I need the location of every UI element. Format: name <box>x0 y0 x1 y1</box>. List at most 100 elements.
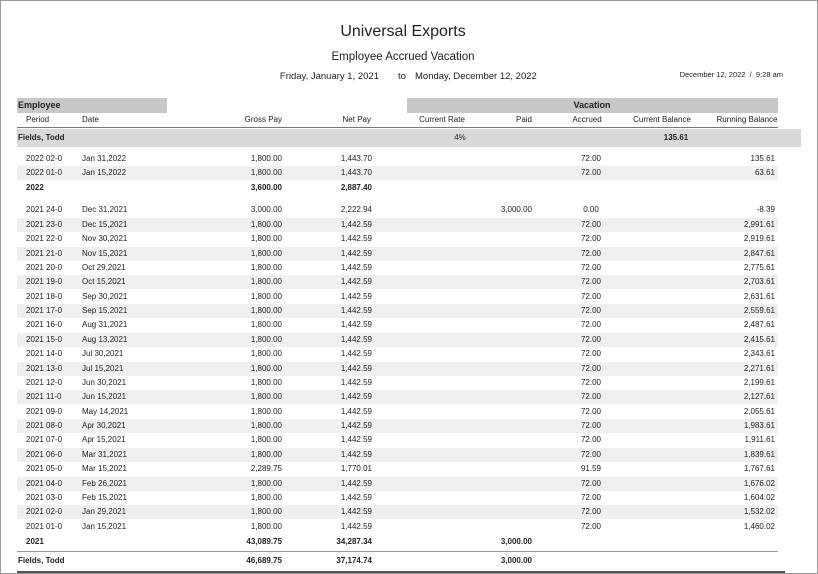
cell: 2021 24-0 <box>26 205 63 215</box>
cell: 1,800.00 <box>250 492 282 502</box>
cell: 1,443.70 <box>340 154 372 163</box>
cell: 2,289.75 <box>250 464 282 474</box>
cell: 1,800.00 <box>250 349 282 359</box>
cell: 2021 11-0 <box>26 392 62 402</box>
employee-name: Fields, Todd <box>18 133 65 142</box>
cell: 2021 23-0 <box>26 219 63 229</box>
column-header: Current Balance <box>633 115 691 124</box>
cell: 2021 02-0 <box>26 507 63 517</box>
cell: 1,800.00 <box>250 421 282 431</box>
subtotal-cell: 2021 <box>26 536 44 546</box>
cell: 1,442.59 <box>340 406 372 416</box>
row-stripe <box>17 166 778 181</box>
subtotal-cell: 2022 <box>26 183 44 193</box>
cell: 1,800.00 <box>250 507 282 517</box>
cell: 2021 14-0 <box>26 349 63 359</box>
cell: 2021 07-0 <box>26 435 63 445</box>
cell: 2,631.61 <box>743 291 775 301</box>
cell: 72.00 <box>580 320 602 330</box>
cell: 2,775.61 <box>743 262 775 272</box>
column-header: Accrued <box>572 115 602 124</box>
total-cell: 3,000.00 <box>500 555 532 565</box>
cell: 1,800.00 <box>250 449 282 459</box>
cell: 3,000.00 <box>500 205 532 215</box>
column-header: Gross Pay <box>244 115 282 124</box>
cell: Jul 15,2021 <box>82 363 124 373</box>
cell: Jan 29,2021 <box>82 507 127 517</box>
cell: 72.00 <box>580 234 602 244</box>
cell: 1,911.61 <box>744 435 775 445</box>
cell: 2021 01-0 <box>26 521 63 531</box>
cell: 2,991.61 <box>743 219 775 229</box>
cell: 72.00 <box>580 507 602 517</box>
row-stripe <box>17 476 778 491</box>
date-separator: to <box>398 71 406 82</box>
cell: Jun 30,2021 <box>82 377 127 387</box>
cell: Sep 15,2021 <box>82 306 128 316</box>
cell: 2,415.61 <box>743 334 775 344</box>
employee-group-label: Employee <box>18 100 61 110</box>
cell: 2021 19-0 <box>26 277 63 287</box>
cell: 1,839.61 <box>743 449 775 459</box>
cell: 2021 03-0 <box>26 492 63 502</box>
cell: 0.00 <box>583 205 599 215</box>
cell: 72.00 <box>580 521 602 531</box>
cell: 72.00 <box>580 277 602 287</box>
cell: Nov 30,2021 <box>82 234 128 244</box>
cell: 1,442.59 <box>340 507 372 517</box>
cell: 2021 12-0 <box>26 377 63 387</box>
cell: 1,800.00 <box>250 377 282 387</box>
cell: 1,800.00 <box>250 277 282 287</box>
cell: 1,800.00 <box>250 262 282 272</box>
cell: 72.00 <box>580 219 602 229</box>
subtotal-cell: 34,287.34 <box>336 536 372 546</box>
cell: 1,800.00 <box>250 234 282 244</box>
row-stripe <box>17 361 778 376</box>
vacation-group-bar <box>407 98 778 113</box>
cell: 2021 15-0 <box>26 334 63 344</box>
cell: 2,271.61 <box>743 363 775 373</box>
row-stripe <box>17 505 778 520</box>
cell: 1,800.00 <box>250 306 282 316</box>
cell: 72.00 <box>580 406 602 416</box>
cell: Dec 31,2021 <box>82 205 128 215</box>
cell: 1,532.02 <box>743 507 775 517</box>
cell: 1,460.02 <box>743 521 775 531</box>
cell: 2021 08-0 <box>26 421 63 431</box>
cell: 1,800.00 <box>250 521 282 531</box>
cell: 72.00 <box>580 492 602 502</box>
cell: Oct 29,2021 <box>82 262 126 272</box>
column-header: Paid <box>515 115 532 124</box>
header-rule <box>17 127 778 128</box>
date-to: Monday, December 12, 2022 <box>415 71 537 82</box>
cell: 2021 16-0 <box>26 320 63 330</box>
cell: 2021 04-0 <box>26 478 63 488</box>
cell: Jun 15,2021 <box>82 392 127 402</box>
cell: 2,487.61 <box>743 320 775 330</box>
cell: 72.00 <box>580 334 602 344</box>
cell: 1,983.61 <box>743 421 775 431</box>
column-header: Net Pay <box>342 115 371 124</box>
cell: 1,442.59 <box>340 521 372 531</box>
subtotal-cell: 3,000.00 <box>500 536 532 546</box>
employee-row-band <box>17 129 801 147</box>
cell: 1,442.59 <box>340 234 372 244</box>
subtotal-cell: 2,887.40 <box>340 183 372 193</box>
total-cell: Fields, Todd <box>18 555 65 565</box>
cell: 1,442.59 <box>340 349 372 359</box>
column-header: Date <box>82 115 99 124</box>
row-stripe <box>17 419 778 434</box>
cell: 2,919.61 <box>743 234 775 244</box>
cell: Mar 31,2021 <box>82 449 127 459</box>
bottom-rule <box>17 570 785 573</box>
cell: 72.00 <box>580 291 602 301</box>
total-cell: 37,174.74 <box>336 555 372 565</box>
row-stripe <box>17 447 778 462</box>
cell: 1,800.00 <box>250 168 282 178</box>
cell: 1,770.01 <box>340 464 372 474</box>
row-stripe <box>17 304 778 319</box>
column-header: Current Rate <box>419 115 465 124</box>
cell: 1,442.59 <box>340 291 372 301</box>
cell: Jan 15,2022 <box>82 168 127 178</box>
cell: 72.00 <box>580 392 602 402</box>
